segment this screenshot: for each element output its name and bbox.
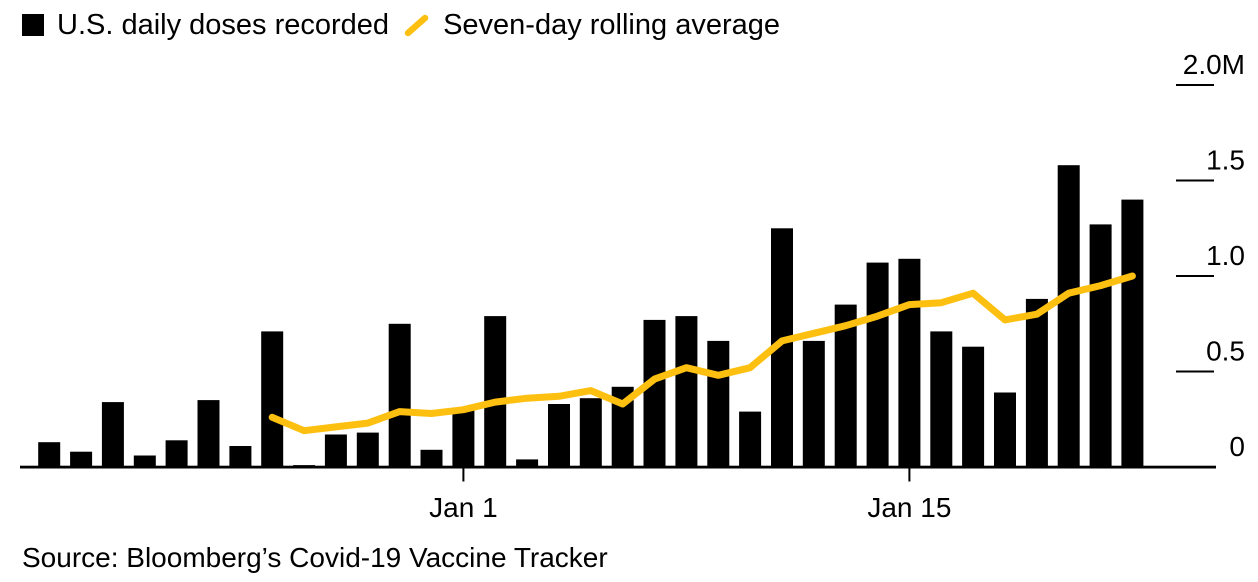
x-axis-line	[20, 465, 1216, 469]
bar-daily-doses	[898, 258, 921, 468]
bar-daily-doses	[70, 451, 93, 468]
bar-daily-doses	[962, 346, 985, 468]
y-axis-tick-label: 0	[1229, 431, 1245, 462]
bar-daily-doses	[101, 402, 124, 468]
bar-daily-doses	[1089, 224, 1112, 468]
bar-daily-doses	[834, 304, 857, 468]
bar-daily-doses	[356, 432, 379, 468]
bar-daily-doses	[1025, 298, 1048, 468]
x-axis-tick	[462, 468, 465, 482]
bar-daily-doses	[643, 319, 666, 468]
bar-daily-doses	[516, 459, 539, 468]
bar-daily-doses	[261, 331, 284, 468]
bar-daily-doses	[802, 340, 825, 468]
chart-legend: U.S. daily doses recorded Seven-day roll…	[22, 9, 780, 41]
legend-item-rolling-average: Seven-day rolling average	[404, 9, 780, 41]
bar-daily-doses	[229, 446, 252, 468]
bar-daily-doses	[994, 392, 1016, 468]
rolling-average-line	[268, 272, 1136, 435]
y-axis-tick	[1176, 179, 1214, 182]
bar-daily-doses	[771, 228, 793, 469]
bar-daily-doses	[579, 398, 602, 468]
bar-series-swatch-icon	[22, 14, 44, 36]
bar-daily-doses	[930, 331, 953, 468]
bar-daily-doses	[324, 434, 347, 468]
bar-daily-doses	[739, 411, 762, 468]
bar-daily-doses	[452, 409, 475, 468]
y-axis-tick	[1176, 84, 1214, 86]
bar-daily-doses	[484, 316, 507, 468]
bar-daily-doses	[611, 386, 634, 468]
legend-label-daily-doses: U.S. daily doses recorded	[57, 9, 390, 41]
y-axis-tick	[1176, 275, 1214, 277]
x-axis-tick-label: Jan 15	[867, 492, 951, 523]
bar-daily-doses	[1121, 199, 1144, 468]
bar-daily-doses	[675, 316, 698, 468]
bar-daily-doses	[420, 449, 443, 468]
bar-daily-doses	[1057, 165, 1080, 468]
bar-daily-doses	[197, 400, 220, 468]
y-axis-tick	[1176, 370, 1214, 373]
source-attribution: Source: Bloomberg’s Covid-19 Vaccine Tra…	[22, 542, 608, 573]
bar-daily-doses	[165, 440, 188, 468]
y-axis-tick-label: 1.0	[1206, 240, 1245, 271]
line-series-swatch-icon	[404, 12, 430, 38]
slash-icon-stroke	[404, 14, 429, 37]
bar-daily-doses	[38, 442, 61, 468]
x-axis-tick-label: Jan 1	[429, 492, 498, 523]
bar-daily-doses	[133, 455, 156, 468]
y-axis-tick-label: 0.5	[1206, 336, 1245, 367]
bar-daily-doses	[548, 404, 570, 468]
x-axis-tick	[908, 468, 911, 482]
legend-label-rolling-average: Seven-day rolling average	[443, 9, 780, 41]
y-axis-tick-label: 1.5	[1206, 145, 1245, 176]
y-axis-tick-label: 2.0M	[1183, 49, 1245, 80]
bar-daily-doses	[866, 262, 889, 468]
bar-daily-doses	[388, 323, 411, 469]
bar-daily-doses	[707, 340, 730, 468]
legend-item-daily-doses: U.S. daily doses recorded	[22, 9, 389, 41]
